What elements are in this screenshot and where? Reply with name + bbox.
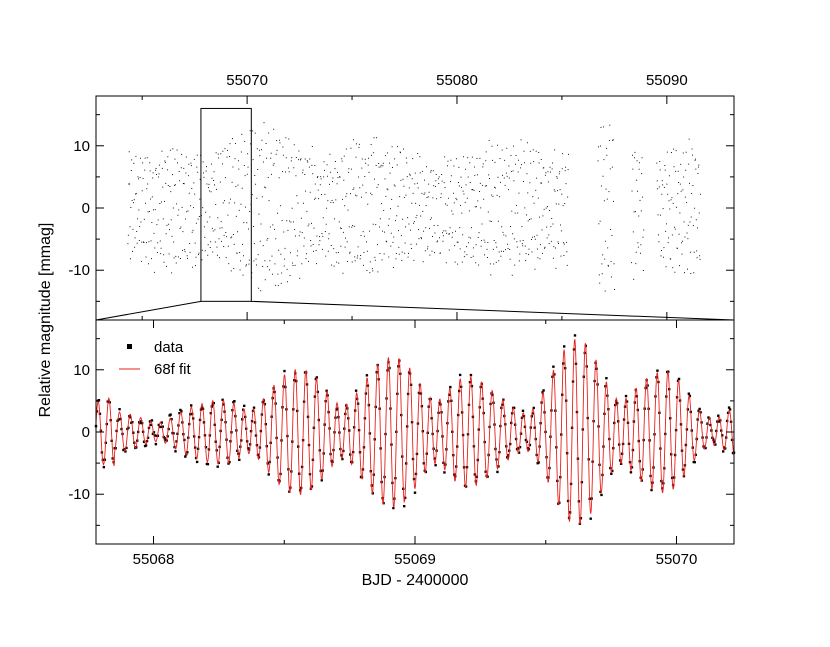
bottom-panel: 55068 55069 55070 10 0 -10 data 68f fit bbox=[68, 319, 736, 568]
legend-data-label: data bbox=[154, 339, 184, 356]
zoom-box bbox=[200, 107, 252, 302]
top-x-tick-label: 55080 bbox=[436, 72, 478, 89]
bottom-y-tick-label: -10 bbox=[68, 486, 90, 503]
legend: data 68f fit bbox=[119, 339, 192, 378]
legend-data-marker bbox=[127, 344, 132, 349]
top-light-curve-points bbox=[127, 122, 701, 292]
zoom-connector-left bbox=[95, 300, 202, 321]
fit-line-68f bbox=[95, 339, 735, 525]
top-panel-data-points bbox=[127, 122, 701, 292]
bottom-x-tick-label: 55070 bbox=[656, 551, 698, 568]
bottom-data-points bbox=[94, 334, 736, 526]
top-x-tick-label: 55090 bbox=[646, 72, 688, 89]
top-x-tick-label: 55070 bbox=[226, 72, 268, 89]
zoom-indicator bbox=[95, 107, 735, 321]
bottom-x-tick-label: 55069 bbox=[394, 551, 436, 568]
top-panel: 55070 55080 55090 10 0 -10 bbox=[68, 72, 735, 321]
zoom-connector-right bbox=[251, 300, 735, 321]
top-y-tick-label: 10 bbox=[73, 138, 90, 155]
y-axis-label: Relative magnitude [mmag] bbox=[37, 223, 54, 418]
top-panel-frame bbox=[95, 95, 735, 321]
legend-fit-label: 68f fit bbox=[154, 361, 192, 378]
bottom-y-tick-label: 0 bbox=[82, 424, 90, 441]
bottom-panel-data-points bbox=[94, 334, 736, 526]
bottom-y-tick-label: 10 bbox=[73, 362, 90, 379]
bottom-x-tick-label: 55068 bbox=[133, 551, 175, 568]
x-axis-label: BJD - 2400000 bbox=[362, 572, 469, 589]
top-panel-ticks: 55070 55080 55090 10 0 -10 bbox=[68, 72, 734, 320]
top-y-tick-label: -10 bbox=[68, 262, 90, 279]
top-y-tick-label: 0 bbox=[82, 200, 90, 217]
bottom-panel-ticks: 55068 55069 55070 10 0 -10 bbox=[68, 320, 734, 568]
